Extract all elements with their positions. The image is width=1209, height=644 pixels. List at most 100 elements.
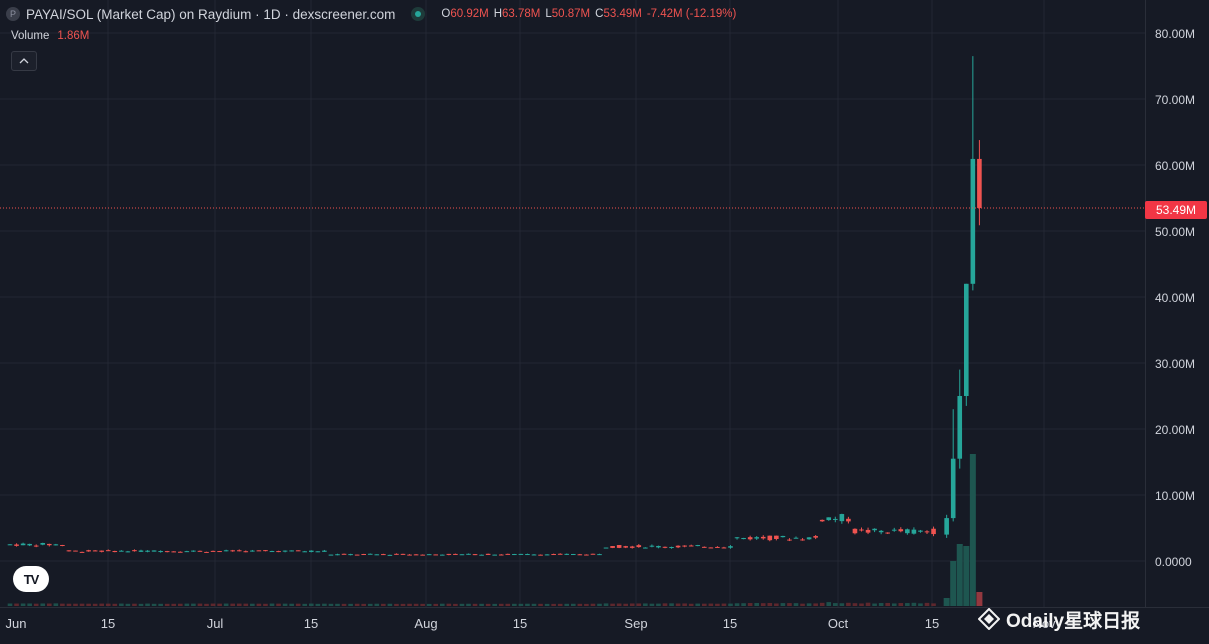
volume-bar bbox=[440, 603, 445, 606]
volume-bar bbox=[145, 603, 150, 606]
volume-bar bbox=[806, 603, 812, 606]
volume-bar bbox=[132, 603, 137, 606]
candle-body bbox=[688, 545, 694, 547]
volume-bar bbox=[236, 603, 242, 606]
candle-body bbox=[112, 550, 118, 553]
candle-body bbox=[911, 529, 917, 534]
volume-bar bbox=[138, 603, 144, 606]
time-tick: Nov bbox=[1032, 616, 1056, 631]
price-tick: 10.00M bbox=[1155, 489, 1196, 503]
volume-bar bbox=[485, 603, 491, 606]
volume-bar bbox=[963, 546, 970, 606]
volume-bar bbox=[158, 603, 163, 606]
time-tick: Aug bbox=[414, 616, 438, 631]
candle-body bbox=[544, 554, 550, 556]
price-tick: 50.00M bbox=[1155, 225, 1196, 239]
candle-body bbox=[282, 550, 288, 552]
volume-bar bbox=[20, 603, 26, 606]
volume-bar bbox=[14, 603, 19, 606]
tradingview-logo[interactable]: TV bbox=[13, 566, 49, 592]
candle-body bbox=[73, 550, 78, 552]
volume-bar bbox=[833, 603, 838, 606]
chart-area[interactable] bbox=[0, 0, 1145, 607]
collapse-legend-button[interactable] bbox=[11, 51, 37, 71]
price-axis[interactable]: 80.00M 70.00M 60.00M 50.00M 40.00M 30.00… bbox=[1145, 0, 1209, 607]
last-price-label: 53.49M bbox=[1145, 201, 1207, 219]
candle-body bbox=[623, 546, 628, 548]
candle-body bbox=[754, 537, 759, 539]
candle-body bbox=[381, 554, 386, 556]
candle-body bbox=[158, 551, 163, 553]
symbol-icon: P bbox=[6, 7, 20, 21]
volume-bar bbox=[898, 603, 904, 606]
volume-bar bbox=[747, 603, 753, 606]
chevron-up-icon bbox=[19, 58, 29, 64]
volume-bar bbox=[885, 602, 890, 606]
candle-body bbox=[485, 553, 491, 555]
volume-bar bbox=[328, 603, 334, 606]
candle-body bbox=[53, 544, 59, 546]
candle-body bbox=[852, 528, 858, 534]
candle-body bbox=[518, 553, 524, 555]
ohlc-low: L50.87M bbox=[545, 8, 591, 20]
candle-body bbox=[328, 554, 334, 556]
volume-bar bbox=[223, 603, 229, 606]
volume-bar bbox=[950, 561, 957, 606]
candle-body bbox=[498, 554, 504, 556]
volume-bar bbox=[649, 603, 655, 606]
chart-header: P PAYAI/SOL (Market Cap) on Raydium · 1D… bbox=[6, 4, 736, 24]
candle-body bbox=[787, 539, 792, 541]
volume-bar bbox=[518, 603, 524, 606]
volume-bar bbox=[760, 603, 766, 606]
candle-body bbox=[636, 545, 642, 548]
candle-body bbox=[151, 550, 157, 552]
candle-body bbox=[191, 550, 196, 552]
candle-body bbox=[164, 551, 170, 553]
candle-body bbox=[335, 554, 340, 556]
volume-bar bbox=[931, 603, 936, 606]
volume-bar bbox=[367, 603, 373, 606]
volume-bar bbox=[643, 603, 648, 606]
volume-bar bbox=[708, 603, 714, 606]
candle-body bbox=[577, 554, 583, 556]
candle-body bbox=[826, 517, 832, 521]
volume-bar bbox=[282, 603, 288, 606]
volume-bar bbox=[531, 603, 537, 606]
volume-bar bbox=[33, 603, 39, 606]
candle-body bbox=[105, 550, 111, 552]
volume-bar bbox=[197, 603, 203, 606]
volume-bar bbox=[407, 603, 412, 606]
volume-bar bbox=[289, 603, 294, 606]
candle-body bbox=[774, 535, 779, 539]
volume-bar bbox=[459, 603, 465, 606]
candle-body bbox=[610, 546, 615, 548]
candle-body bbox=[715, 546, 720, 548]
candle-body bbox=[420, 554, 425, 556]
candle-body bbox=[564, 553, 570, 555]
volume-bar bbox=[276, 603, 281, 606]
volume-bar bbox=[256, 603, 262, 606]
volume-bar bbox=[125, 603, 131, 606]
candle-body bbox=[885, 532, 890, 534]
volume-bar bbox=[800, 603, 805, 606]
volume-bar bbox=[943, 598, 950, 606]
candle-body bbox=[184, 551, 190, 553]
candle-body bbox=[603, 547, 609, 549]
candle-body bbox=[250, 550, 255, 552]
candle-body bbox=[669, 547, 674, 549]
candle-body bbox=[289, 550, 294, 552]
volume-bar bbox=[859, 603, 864, 606]
candle-body bbox=[531, 554, 537, 556]
volume-bar bbox=[348, 603, 353, 606]
candlestick-chart[interactable] bbox=[0, 0, 1145, 607]
ohlc-high: H63.78M bbox=[493, 8, 541, 20]
time-axis[interactable]: Jun 15 Jul 15 Aug 15 Sep 15 Oct 15 Nov bbox=[0, 607, 1209, 644]
volume-bar bbox=[426, 603, 432, 606]
candle-body bbox=[728, 546, 733, 548]
volume-bar bbox=[793, 603, 799, 606]
volume-bar bbox=[688, 603, 694, 606]
candle-body bbox=[269, 551, 275, 553]
volume-bar bbox=[420, 603, 425, 606]
candle-body bbox=[92, 550, 98, 552]
volume-bar bbox=[86, 603, 91, 606]
